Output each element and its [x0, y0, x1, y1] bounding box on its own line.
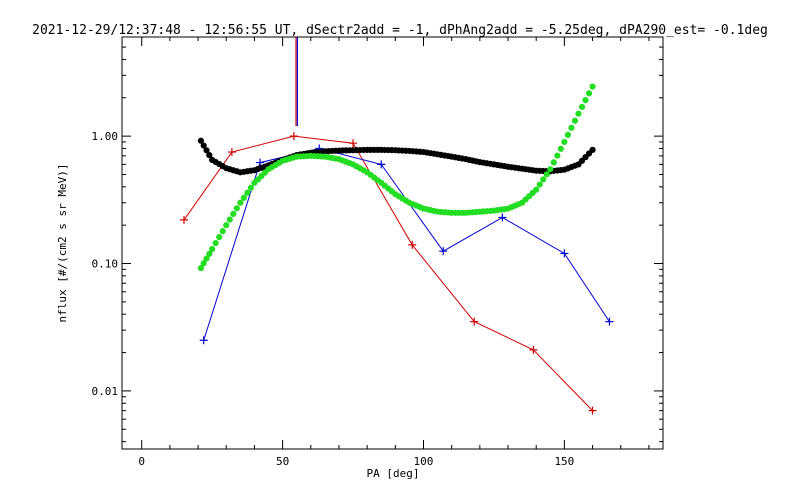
data-point: [227, 148, 236, 157]
data-point: [536, 181, 543, 188]
data-point: [197, 137, 204, 144]
y-tick-labels: 0.01 0.10 1.00: [92, 130, 119, 398]
data-point: [533, 186, 540, 193]
data-point: [226, 216, 233, 223]
data-point: [206, 152, 213, 159]
data-point: [230, 210, 237, 218]
data-point: [247, 184, 255, 191]
data-point: [377, 160, 386, 169]
x-axis-label: PA [deg]: [367, 467, 420, 480]
data-point: [589, 146, 596, 153]
data-point: [203, 147, 210, 154]
data-point: [554, 152, 561, 159]
data-point: [223, 222, 230, 229]
y-tick-label: 1.00: [92, 130, 119, 143]
data-point: [240, 194, 247, 201]
x-tick-label: 0: [138, 455, 145, 468]
data-point: [200, 142, 207, 149]
data-point: [560, 249, 569, 258]
data-point: [585, 90, 593, 97]
data-point: [547, 166, 554, 173]
data-point: [557, 145, 564, 152]
data-point: [244, 189, 251, 196]
plot-frame: [121, 36, 664, 450]
data-point: [219, 228, 226, 235]
data-point: [179, 215, 188, 224]
y-tick-label: 0.10: [92, 258, 119, 271]
data-point: [439, 247, 448, 256]
data-point: [605, 317, 614, 326]
x-tick-label: 150: [554, 455, 574, 468]
data-point: [408, 240, 417, 249]
data-point: [550, 159, 557, 166]
y-tick-label: 0.01: [92, 385, 119, 398]
x-tick-labels: 0 50 100 150: [138, 455, 574, 468]
data-point: [498, 213, 507, 222]
series-line: [183, 135, 593, 411]
x-tick-label: 50: [276, 455, 289, 468]
data-point: [237, 199, 244, 206]
data-point: [203, 255, 210, 262]
series-3: [197, 137, 596, 176]
data-point: [561, 138, 568, 146]
series-layer: [179, 83, 614, 415]
data-point: [543, 171, 550, 178]
data-point: [529, 345, 538, 354]
axis-ticks: [122, 36, 663, 449]
data-point: [206, 250, 213, 257]
data-point: [212, 239, 219, 247]
data-point: [575, 110, 582, 117]
data-point: [571, 117, 579, 124]
data-point: [209, 245, 216, 253]
series-line: [203, 147, 610, 341]
data-point: [199, 336, 208, 345]
data-point: [216, 233, 223, 241]
data-point: [540, 176, 547, 183]
data-point: [589, 83, 596, 90]
data-point: [582, 97, 589, 104]
data-point: [233, 205, 240, 212]
data-point: [349, 139, 358, 148]
data-point: [197, 265, 204, 272]
data-point: [200, 260, 207, 267]
data-point: [568, 124, 575, 131]
x-tick-label: 100: [414, 455, 434, 468]
data-point: [578, 103, 586, 111]
series-4: [197, 83, 596, 272]
vertical-marker: [295, 37, 298, 127]
chart-title: 2021-12-29/12:37:48 - 12:56:55 UT, dSect…: [32, 23, 768, 38]
series-1: [179, 132, 597, 415]
y-axis-label: nflux [#/(cm2 s sr MeV)]: [56, 164, 69, 323]
data-point: [564, 131, 572, 138]
data-point: [289, 132, 298, 141]
data-point: [470, 317, 479, 326]
data-point: [588, 406, 597, 415]
